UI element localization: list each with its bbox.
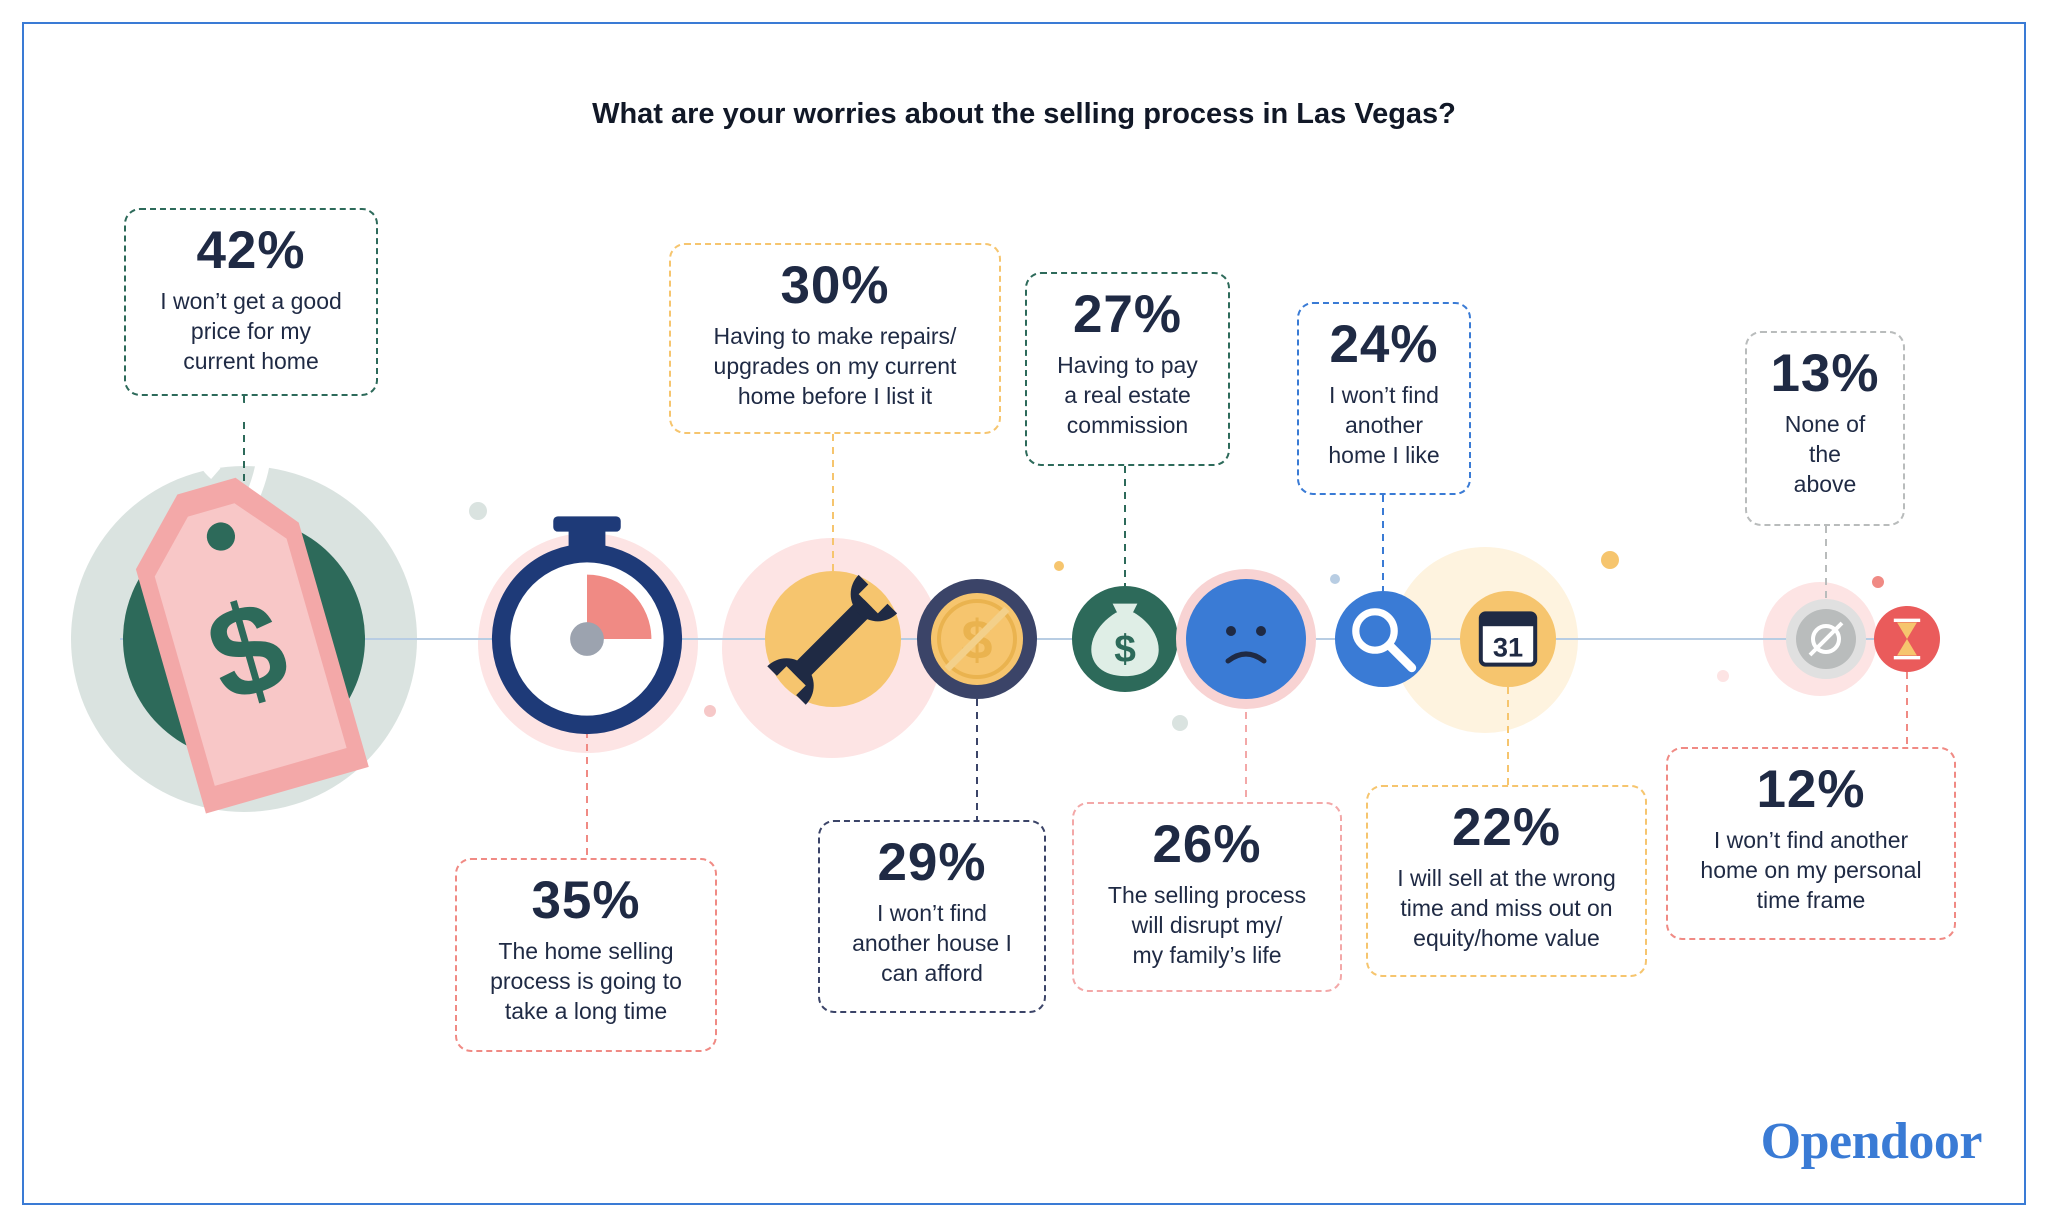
percent-value: 24%	[1329, 315, 1439, 374]
magnifier-icon	[1335, 591, 1431, 687]
svg-text:$: $	[1114, 628, 1136, 671]
category-label: The home selling process is going to take …	[490, 938, 682, 1024]
icon-bubble	[1186, 579, 1306, 699]
stopwatch-icon	[491, 516, 683, 735]
infographic-frame	[22, 22, 2026, 1205]
callout-card: 42% I won’t get a good price for my current…	[124, 208, 378, 396]
sad-face-icon	[1186, 579, 1306, 699]
percent-value: 22%	[1451, 798, 1562, 857]
callout-card: 27% Having to pay a real estate commission	[1025, 272, 1230, 466]
percent-value: 42%	[196, 221, 306, 280]
callout-card: 26% The selling process will disrupt my/my…	[1072, 802, 1342, 992]
category-label: I will sell at the wrong time and miss ou…	[1397, 865, 1616, 951]
hourglass-icon	[1874, 606, 1940, 672]
percent-value: 29%	[877, 833, 987, 892]
decorative-dot	[1172, 715, 1188, 731]
category-label: I won’t find another home on my personal t…	[1700, 827, 1922, 913]
decorative-dot	[1872, 576, 1884, 588]
category-label: The selling process will disrupt my/my fa…	[1107, 882, 1307, 968]
no-money-coin-icon: $	[917, 579, 1037, 699]
empty-set-icon	[1796, 609, 1856, 669]
icon-bubble	[1335, 591, 1431, 687]
decorative-dot	[1054, 561, 1064, 571]
decorative-dot	[469, 502, 487, 520]
percent-value: 35%	[531, 871, 641, 930]
percent-value: 27%	[1072, 285, 1183, 344]
category-label: I won’t get a good price for my current ho…	[160, 288, 342, 374]
callout-card: 30% Having to make repairs/upgrades on my…	[669, 243, 1001, 434]
callout-card: 22% I will sell at the wrong time and miss…	[1366, 785, 1647, 977]
decorative-dot	[1330, 574, 1340, 584]
decorative-dot	[704, 705, 716, 717]
callout-card: 24% I won’t find another home I like	[1297, 302, 1471, 495]
chart-title: What are your worries about the selling …	[592, 98, 1456, 130]
percent-value: 13%	[1770, 344, 1880, 403]
decorative-dot	[1717, 670, 1729, 682]
category-label: I won’t find another home I like	[1328, 382, 1440, 468]
callout-card: 12% I won’t find another home on my person…	[1666, 747, 1956, 940]
money-bag-icon: $	[1072, 586, 1178, 692]
category-label: Having to make repairs/upgrades on my cu…	[713, 323, 957, 409]
calendar-date: 31	[1493, 632, 1523, 663]
callout-card: 35% The home selling process is going to ta…	[455, 858, 717, 1052]
opendoor-logo: Opendoor	[1760, 1113, 1983, 1170]
wrench-icon	[765, 571, 901, 707]
decorative-dot	[1601, 551, 1619, 569]
calendar-icon: 31	[1460, 591, 1556, 687]
callout-card: 13% None of the above	[1745, 331, 1905, 526]
percent-value: 12%	[1756, 760, 1866, 819]
percent-value: 26%	[1152, 815, 1262, 874]
price-tag-icon: $	[123, 399, 369, 814]
percent-value: 30%	[780, 256, 890, 315]
category-label: None of the above	[1784, 411, 1866, 497]
category-label: Having to pay a real estate commission	[1057, 352, 1198, 438]
